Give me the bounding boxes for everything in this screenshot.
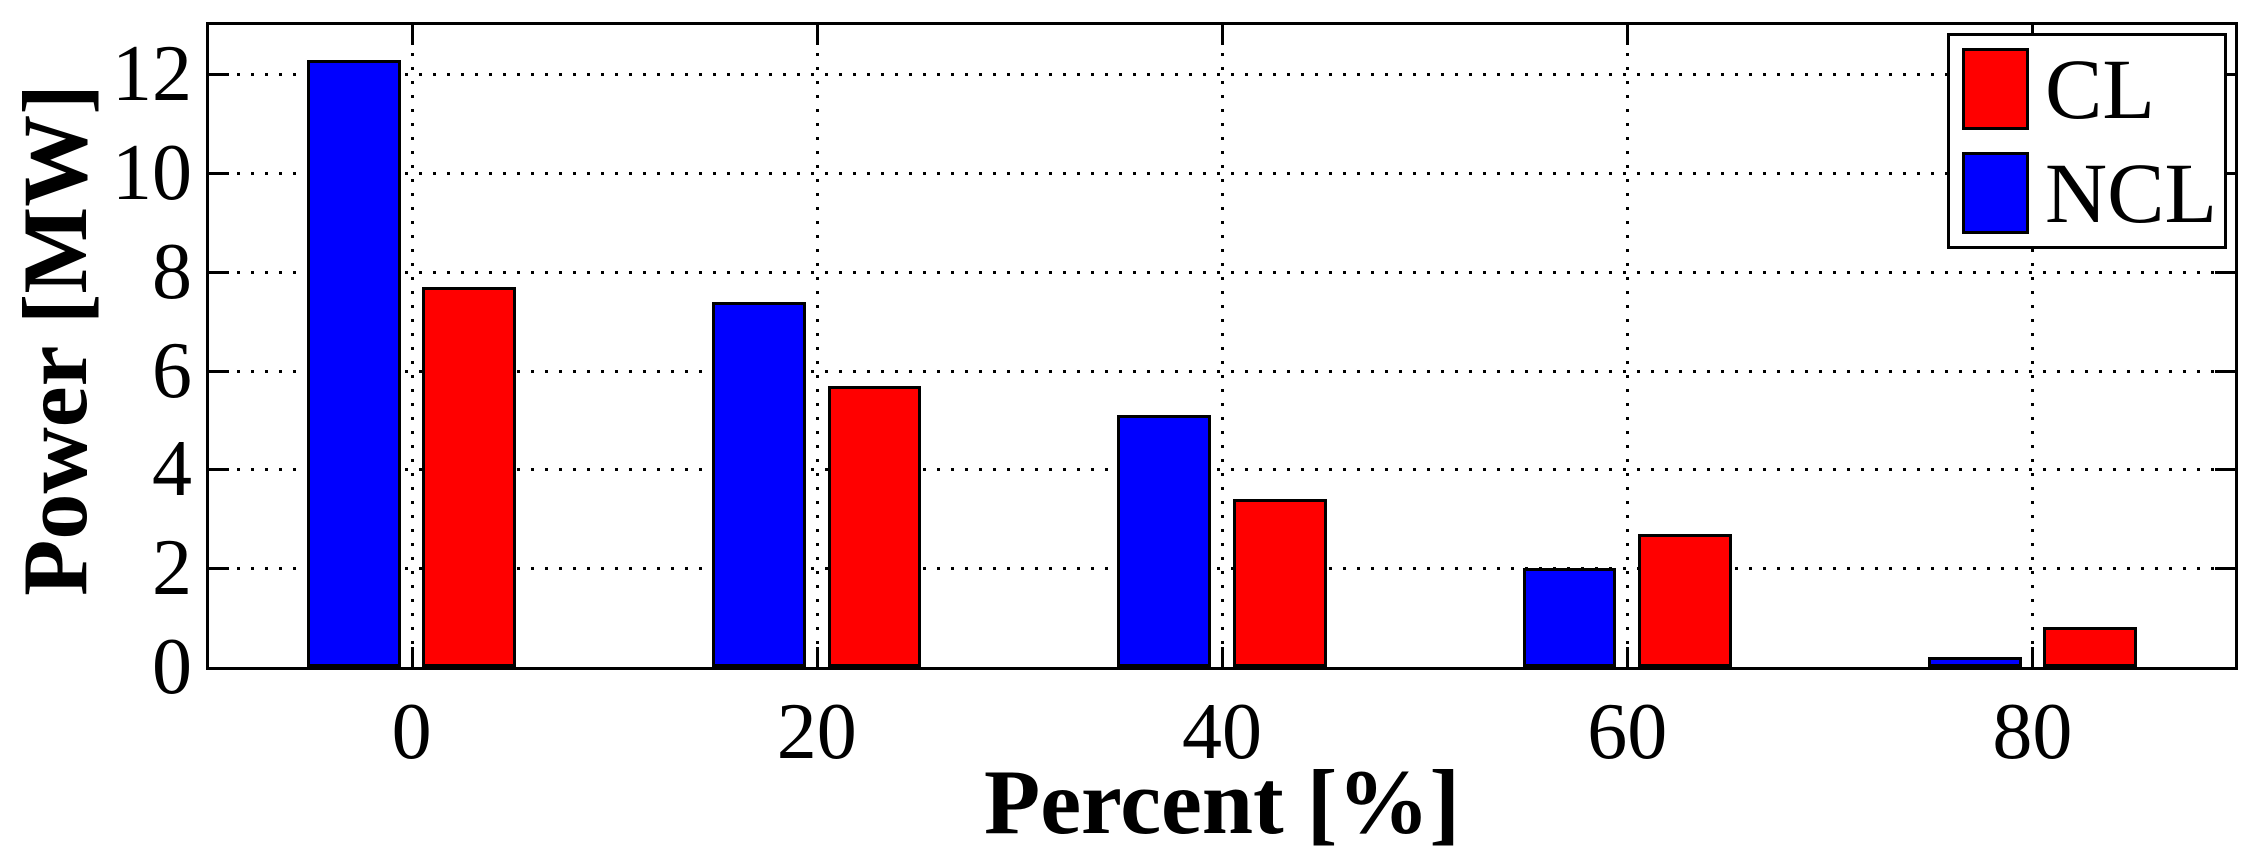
x-tick-label-60: 60	[1587, 688, 1668, 776]
y-tick-label-0: 0	[152, 623, 192, 711]
x-tick-top	[1221, 25, 1224, 45]
legend-item-ncl: NCL	[1962, 145, 2224, 241]
x-axis-label: Percent [%]	[984, 751, 1460, 853]
x-tick-top	[410, 25, 414, 45]
x-tick-bottom	[410, 647, 414, 667]
y-tick-label-6: 6	[152, 326, 192, 415]
bar-ncl-0	[306, 59, 401, 667]
bar-cl-60	[1638, 533, 1732, 667]
bar-cl-0	[422, 286, 517, 667]
bar-cl-40	[1232, 499, 1327, 667]
y-tick-label-12: 12	[112, 30, 192, 119]
y-tick-right	[2215, 369, 2235, 373]
y-tick-right	[2215, 468, 2235, 472]
x-tick-label-20: 20	[776, 688, 857, 776]
y-tick-label-2: 2	[152, 524, 192, 613]
legend-label-ncl: NCL	[2045, 145, 2217, 241]
y-tick-left	[209, 73, 229, 77]
x-tick-top	[815, 25, 819, 45]
y-tick-left	[209, 369, 229, 373]
y-tick-label-4: 4	[152, 425, 192, 514]
legend: CL NCL	[1947, 33, 2227, 249]
legend-swatch-ncl	[1962, 152, 2029, 234]
x-gridline	[1626, 25, 1630, 667]
legend-item-cl: CL	[1962, 41, 2224, 137]
y-tick-right	[2215, 270, 2235, 274]
y-tick-right	[2215, 567, 2235, 571]
y-tick-left	[209, 270, 229, 274]
y-tick-label-10: 10	[112, 129, 192, 218]
x-gridline	[2031, 25, 2035, 667]
x-tick-bottom	[815, 647, 819, 667]
y-tick-left	[209, 468, 229, 472]
y-tick-left	[209, 567, 229, 571]
bar-cl-80	[2043, 627, 2138, 667]
x-gridline	[815, 25, 819, 667]
x-gridline	[1221, 25, 1224, 667]
x-tick-bottom	[1626, 647, 1630, 667]
bar-ncl-60	[1522, 568, 1617, 667]
bar-ncl-20	[712, 301, 806, 667]
x-tick-label-80: 80	[1992, 688, 2073, 776]
x-tick-top	[1626, 25, 1630, 45]
x-tick-label-40: 40	[1182, 688, 1262, 776]
x-tick-bottom	[2031, 647, 2035, 667]
x-tick-bottom	[1221, 647, 1224, 667]
x-gridline	[410, 25, 414, 667]
y-tick-label-8: 8	[152, 227, 192, 316]
bar-ncl-40	[1117, 415, 1212, 667]
legend-swatch-cl	[1962, 48, 2029, 130]
x-tick-label-0: 0	[391, 688, 432, 776]
bar-cl-20	[827, 385, 922, 667]
y-tick-left	[209, 172, 229, 176]
plot-area: CL NCL	[206, 22, 2238, 670]
legend-label-cl: CL	[2045, 41, 2155, 137]
bar-ncl-80	[1927, 657, 2022, 667]
